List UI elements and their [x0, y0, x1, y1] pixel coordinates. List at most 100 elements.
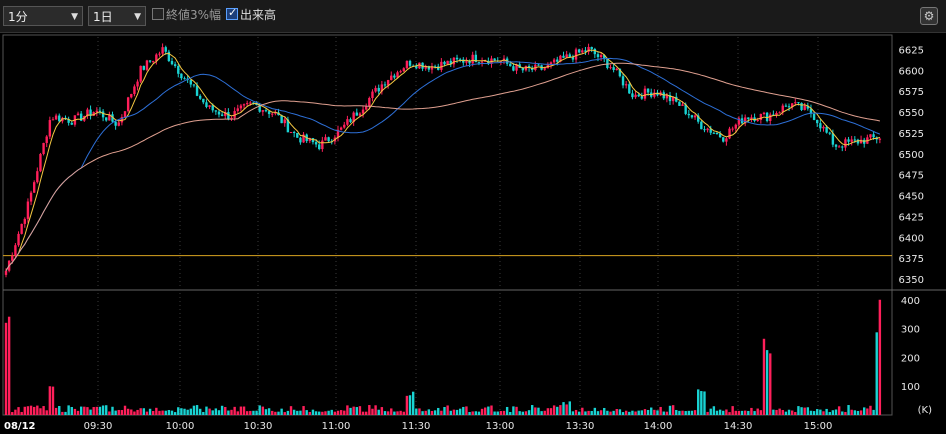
volume-bar [452, 409, 456, 415]
volume-bar [537, 407, 540, 415]
candle-body [155, 54, 158, 62]
candle-body [361, 109, 365, 114]
candle-body [825, 126, 828, 133]
candle-body [233, 111, 236, 118]
candle-body [790, 103, 794, 108]
volume-bar [245, 411, 249, 415]
volume-bar [750, 407, 753, 415]
volume-bar [518, 411, 521, 415]
candle-body [170, 61, 174, 65]
volume-bar [11, 412, 14, 415]
volume-bar [778, 408, 781, 415]
volume-bar [252, 410, 255, 415]
interval-select[interactable]: 1分 ▼ [3, 6, 83, 26]
volume-bar [152, 410, 155, 415]
candle-body [756, 120, 759, 122]
volume-bar [455, 409, 459, 415]
volume-bar [772, 409, 775, 415]
candle-body [430, 66, 434, 70]
candle-body [440, 61, 443, 70]
candle-body [712, 132, 716, 134]
volume-bar [809, 410, 813, 415]
candle-body [380, 84, 384, 92]
candle-body [364, 106, 368, 110]
candle-body [819, 123, 822, 129]
candle-body [640, 96, 644, 99]
candle-body [396, 72, 399, 78]
candle-body [631, 93, 634, 98]
candle-body [152, 61, 155, 63]
candle-body [32, 182, 36, 193]
interval-value: 1分 [8, 10, 28, 24]
volume-checkbox[interactable] [226, 6, 238, 20]
volume-bar [430, 410, 434, 415]
candle-body [318, 144, 321, 150]
volume-bar [709, 408, 712, 415]
candle-body [339, 127, 343, 130]
log-scale-checkbox[interactable] [152, 8, 164, 20]
candle-body [794, 102, 797, 104]
period-select[interactable]: 1日 ▼ [88, 6, 146, 26]
volume-bar [349, 407, 352, 415]
volume-bar [311, 409, 315, 415]
candle-body [39, 153, 42, 172]
chart-toolbar: 1分 ▼ 1日 ▼ 終値3%幅 出来高 ⚙ [0, 0, 946, 33]
volume-bar [377, 409, 380, 415]
volume-bar [590, 410, 593, 415]
volume-bar [111, 406, 114, 415]
gear-icon[interactable]: ⚙ [920, 7, 938, 25]
volume-bar [130, 409, 133, 415]
price-tick-label: 6425 [899, 212, 924, 223]
candle-body [681, 104, 684, 106]
volume-bar [92, 407, 95, 415]
volume-bar [524, 411, 528, 415]
candle-body [769, 114, 772, 121]
volume-bar [618, 409, 622, 415]
volume-bar [343, 410, 346, 415]
volume-bar [458, 408, 462, 415]
candle-body [734, 124, 737, 129]
volume-bar [258, 405, 261, 415]
candle-body [471, 54, 474, 64]
volume-bar [101, 405, 105, 415]
volume-bar [161, 410, 164, 415]
chevron-down-icon: ▼ [134, 12, 141, 22]
candle-body [574, 49, 578, 60]
candle-body [377, 87, 380, 92]
volume-bar [734, 410, 737, 415]
candle-body [408, 60, 412, 66]
price-tick-label: 6450 [899, 192, 924, 203]
candle-body [136, 81, 139, 87]
candle-body [737, 118, 741, 125]
candle-body [358, 113, 362, 116]
volume-bar [120, 410, 124, 415]
candle-body [192, 84, 196, 86]
volume-bar [850, 409, 853, 415]
volume-bar [465, 406, 468, 415]
candle-body [831, 133, 835, 145]
volume-bar [603, 407, 606, 415]
volume-bar [474, 411, 478, 415]
candle-body [477, 62, 481, 64]
volume-bar [264, 409, 268, 415]
candle-body [709, 128, 712, 133]
candle-body [678, 101, 681, 106]
moving-average-short [5, 49, 881, 271]
candle-body [264, 110, 268, 112]
volume-bar [158, 410, 161, 415]
volume-bar [117, 409, 120, 415]
candle-body [856, 139, 860, 144]
candle-body [421, 62, 424, 69]
volume-bar [480, 408, 484, 415]
candle-body [289, 132, 293, 134]
volume-bar [292, 409, 296, 415]
volume-bar [23, 406, 26, 415]
candle-body [700, 121, 703, 130]
volume-bar [665, 411, 669, 415]
volume-bar [502, 410, 506, 415]
volume-bar [577, 411, 581, 415]
candle-body [455, 57, 459, 60]
candle-body [126, 97, 130, 112]
volume-bar [816, 409, 819, 415]
candle-body [562, 55, 565, 58]
